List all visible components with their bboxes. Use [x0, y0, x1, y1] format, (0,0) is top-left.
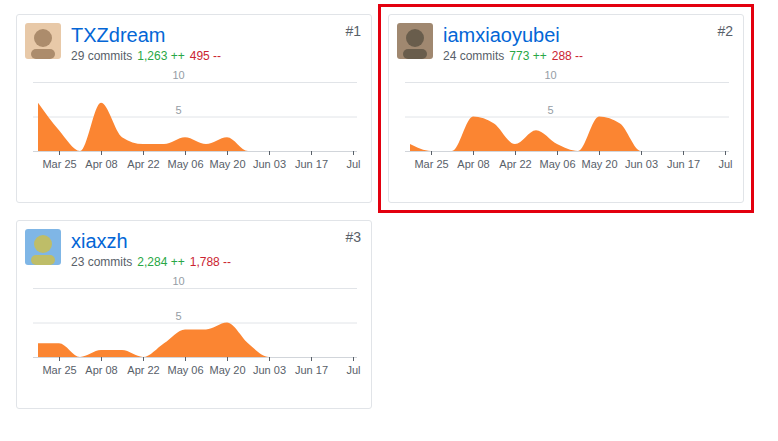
- svg-text:Jun 03: Jun 03: [625, 158, 658, 170]
- svg-text:May 20: May 20: [209, 158, 245, 170]
- svg-text:Apr 22: Apr 22: [499, 158, 531, 170]
- svg-text:Jun 03: Jun 03: [253, 364, 286, 376]
- svg-text:Mar 25: Mar 25: [42, 364, 76, 376]
- html-text:TXZdream: TXZdream: [71, 24, 166, 46]
- svg-text:Jun 17: Jun 17: [295, 364, 328, 376]
- svg-text:Apr 08: Apr 08: [457, 158, 489, 170]
- svg-text:Jun 03: Jun 03: [253, 158, 286, 170]
- svg-text:Mar 25: Mar 25: [414, 158, 448, 170]
- svg-text:Jun 17: Jun 17: [667, 158, 700, 170]
- svg-text:May 06: May 06: [167, 158, 203, 170]
- html-text:24 commits 773 ++ 288 --: 24 commits 773 ++ 288 --: [443, 49, 584, 63]
- html-text:xiaxzh: xiaxzh: [71, 230, 128, 252]
- svg-text:Apr 08: Apr 08: [85, 364, 117, 376]
- svg-text:10: 10: [544, 69, 556, 81]
- svg-text:Mar 25: Mar 25: [42, 158, 76, 170]
- html-text:#2: #2: [717, 23, 733, 39]
- svg-text:5: 5: [175, 104, 181, 116]
- svg-text:Jul: Jul: [718, 158, 732, 170]
- html-text:23 commits 2,284 ++ 1,788 --: 23 commits 2,284 ++ 1,788 --: [71, 255, 232, 269]
- svg-text:10: 10: [172, 69, 184, 81]
- svg-text:Apr 22: Apr 22: [127, 158, 159, 170]
- html-text:#1: #1: [345, 23, 361, 39]
- html-text:29 commits 1,263 ++ 495 --: 29 commits 1,263 ++ 495 --: [71, 49, 222, 63]
- svg-text:10: 10: [172, 275, 184, 287]
- svg-text:5: 5: [175, 310, 181, 322]
- svg-text:May 20: May 20: [581, 158, 617, 170]
- svg-text:Jun 17: Jun 17: [295, 158, 328, 170]
- svg-text:May 06: May 06: [167, 364, 203, 376]
- svg-text:Jul: Jul: [346, 364, 360, 376]
- svg-text:Apr 08: Apr 08: [85, 158, 117, 170]
- svg-text:5: 5: [547, 104, 553, 116]
- svg-text:May 20: May 20: [209, 364, 245, 376]
- svg-text:May 06: May 06: [539, 158, 575, 170]
- html-text:iamxiaoyubei: iamxiaoyubei: [443, 24, 560, 46]
- svg-text:Apr 22: Apr 22: [127, 364, 159, 376]
- svg-text:Jul: Jul: [346, 158, 360, 170]
- html-text:#3: #3: [345, 229, 361, 245]
